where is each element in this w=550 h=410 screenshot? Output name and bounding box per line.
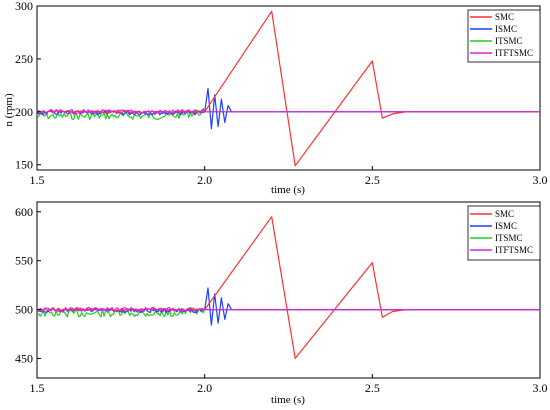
- y-tick-label-bottom-2: 550: [15, 254, 33, 268]
- chart-panel-bottom: 1.5 2.0 2.5 3.0 450 500 550 600 time (s) SMC IS…: [15, 201, 548, 406]
- x-tick-label-bottom-3: 3.0: [533, 381, 548, 395]
- y-tick-label-bottom-3: 600: [15, 205, 33, 219]
- legend-box-bottom: [467, 205, 541, 261]
- x-tick-label-top-2: 2.5: [365, 173, 380, 187]
- x-tick-label-top-1: 2.0: [197, 173, 212, 187]
- series-line-smc-top: [36, 10, 540, 167]
- y-tick-label-bottom-1: 500: [15, 303, 33, 317]
- x-tick-label-bottom-1: 2.0: [197, 381, 212, 395]
- legend-label-ismc-bottom: ISMC: [495, 221, 517, 231]
- chart-panel-top: 1.5 2.0 2.5 3.0 150 200 250 300 n (rpm) time (s…: [3, 0, 548, 196]
- y-tick-label-top-2: 250: [15, 52, 33, 66]
- x-tick-label-top-3: 3.0: [533, 173, 548, 187]
- plot-frame-bottom: [36, 201, 541, 379]
- legend-label-ismc: ISMC: [495, 24, 517, 34]
- series-line-itftsmc-top: [36, 108, 540, 115]
- x-tick-label-bottom-2: 2.5: [365, 381, 380, 395]
- series-line-itsmc-bottom: [36, 307, 540, 318]
- legend-label-itftsmc: ITFTSMC: [495, 48, 533, 58]
- series-line-itsmc-top: [36, 107, 540, 121]
- legend-label-smc: SMC: [495, 12, 514, 22]
- legend-label-itsmc: ITSMC: [495, 36, 523, 46]
- legend-bottom: SMC ISMC ITSMC ITFTSMC: [467, 205, 541, 261]
- legend-top: SMC ISMC ITSMC ITFTSMC: [467, 9, 541, 63]
- series-group-top: [36, 10, 540, 167]
- series-line-smc-bottom: [36, 216, 540, 359]
- legend-label-smc-bottom: SMC: [495, 209, 514, 219]
- y-tick-label-bottom-0: 450: [15, 351, 33, 365]
- plot-frame-top: [36, 5, 541, 171]
- x-axis-label-bottom: time (s): [271, 394, 305, 406]
- ticks-group-bottom: 1.5 2.0 2.5 3.0 450 500 550 600: [15, 205, 548, 395]
- y-tick-label-top-1: 200: [15, 105, 33, 119]
- ticks-group-top: 1.5 2.0 2.5 3.0 150 200 250 300: [15, 0, 548, 187]
- y-tick-label-top-0: 150: [15, 158, 33, 172]
- series-group-bottom: [36, 216, 540, 359]
- x-tick-label-bottom-0: 1.5: [30, 381, 45, 395]
- legend-label-itsmc-bottom: ITSMC: [495, 233, 523, 243]
- x-tick-label-top-0: 1.5: [30, 173, 45, 187]
- x-axis-label-top: time (s): [271, 184, 305, 196]
- legend-label-itftsmc-bottom: ITFTSMC: [495, 245, 533, 255]
- y-tick-label-top-3: 300: [15, 0, 33, 13]
- y-axis-label-top: n (rpm): [3, 93, 15, 127]
- series-line-itftsmc-bottom: [36, 306, 540, 313]
